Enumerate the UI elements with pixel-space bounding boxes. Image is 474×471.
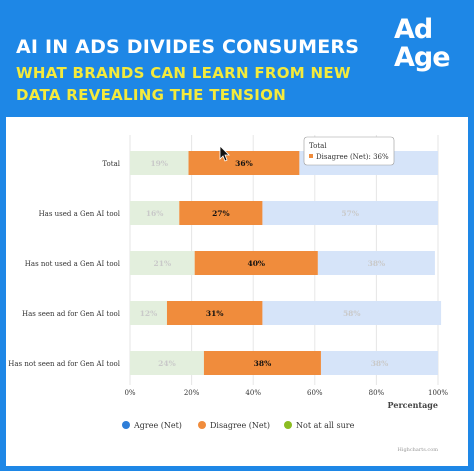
data-label: 27% xyxy=(212,209,230,218)
mouse-cursor-icon xyxy=(219,145,230,162)
legend-marker-agree-net xyxy=(122,421,130,429)
data-label: 38% xyxy=(368,259,386,268)
legend-label: Not at all sure xyxy=(296,421,355,430)
legend: Agree (Net) Disagree (Net) Not at all sure xyxy=(122,421,355,430)
x-tick-label: 40% xyxy=(245,389,261,397)
credits: Highcharts.com xyxy=(398,447,439,453)
logo-line-2: Age xyxy=(394,42,451,73)
page-title: AI IN ADS DIVIDES CONSUMERS xyxy=(16,36,360,58)
data-label: 12% xyxy=(140,309,158,318)
bar-agree-net xyxy=(262,201,438,225)
legend-label: Disagree (Net) xyxy=(210,421,270,430)
category-label: Has not used a Gen AI tool xyxy=(25,260,121,268)
x-tick-label: 20% xyxy=(184,389,200,397)
tooltip: Total Disagree (Net): 36% xyxy=(303,136,395,166)
bar-not-at-all-sure xyxy=(130,351,204,375)
data-label: 24% xyxy=(158,359,176,368)
tooltip-title: Total xyxy=(309,142,327,150)
data-label: 57% xyxy=(341,209,359,218)
subtitle-line-2: DATA REVEALING THE TENSION xyxy=(16,86,287,104)
bar-agree-net xyxy=(320,351,438,375)
data-label: 16% xyxy=(146,209,164,218)
category-label: Total xyxy=(102,160,120,168)
category-label: Has used a Gen AI tool xyxy=(39,210,121,218)
data-label: 38% xyxy=(254,359,272,368)
x-tick-label: 0% xyxy=(124,389,135,397)
x-tick-label: 60% xyxy=(307,389,323,397)
logo-line-1: Ad xyxy=(394,14,433,45)
bar-disagree-net xyxy=(203,351,321,375)
data-label: 21% xyxy=(154,259,172,268)
tooltip-text: Disagree (Net): 36% xyxy=(316,153,389,161)
bar-disagree-net xyxy=(188,151,300,175)
bar-not-at-all-sure xyxy=(130,201,180,225)
data-label: 58% xyxy=(343,309,361,318)
data-label: 38% xyxy=(371,359,389,368)
header: AI IN ADS DIVIDES CONSUMERS WHAT BRANDS … xyxy=(0,0,474,112)
x-tick-labels: 0% 20% 40% 60% 80% 100% xyxy=(124,389,448,397)
tooltip-box xyxy=(303,136,395,166)
bar-disagree-net xyxy=(166,301,263,325)
category-label: Has seen ad for Gen AI tool xyxy=(22,310,121,318)
category-label: Has not seen ad for Gen AI tool xyxy=(8,360,120,368)
tooltip-marker xyxy=(309,154,313,158)
data-label: 40% xyxy=(247,259,265,268)
legend-label: Agree (Net) xyxy=(133,421,182,430)
adage-logo: Ad Age xyxy=(394,14,451,73)
data-label: 36% xyxy=(235,159,253,168)
bar-not-at-all-sure xyxy=(130,301,167,325)
bar-not-at-all-sure xyxy=(130,251,195,275)
bar-disagree-net xyxy=(194,251,318,275)
chart-panel: Total Has used a Gen AI tool Has not used … xyxy=(6,117,468,466)
stacked-bar-chart: Total Has used a Gen AI tool Has not used … xyxy=(8,135,448,453)
category-labels: Total Has used a Gen AI tool Has not used … xyxy=(8,160,120,368)
x-tick-label: 100% xyxy=(428,389,448,397)
bar-agree-net xyxy=(317,251,435,275)
bar-not-at-all-sure xyxy=(130,151,189,175)
bar-disagree-net xyxy=(179,201,263,225)
bars: 19% 36% 16% 27% 57% 21% 40% 38% 12% 31% 58% 24% 38% 3… xyxy=(130,151,442,375)
data-label: 31% xyxy=(206,309,224,318)
x-axis-label: Percentage xyxy=(388,400,438,410)
bar-agree-net xyxy=(262,301,442,325)
x-tick-label: 80% xyxy=(369,389,385,397)
subtitle-line-1: WHAT BRANDS CAN LEARN FROM NEW xyxy=(16,64,351,82)
legend-marker-disagree-net xyxy=(198,421,206,429)
data-label: 19% xyxy=(150,159,168,168)
legend-marker-not-at-all-sure xyxy=(284,421,292,429)
